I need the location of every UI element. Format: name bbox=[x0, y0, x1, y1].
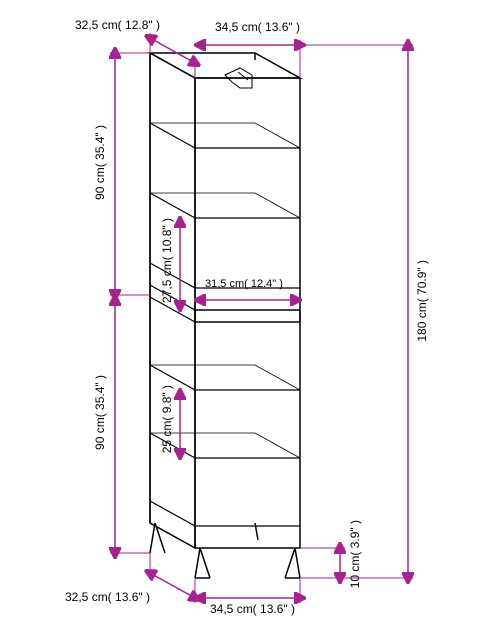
label-bottom-depth: 32,5 cm( 13.6" ) bbox=[65, 590, 150, 604]
label-leg-height: 10 cm( 3.9" ) bbox=[348, 520, 362, 588]
legs bbox=[150, 523, 300, 578]
label-inner-gap: 27,5 cm( 10.8" ) bbox=[160, 218, 174, 303]
label-total-height: 180 cm( 70.9" ) bbox=[415, 260, 429, 342]
label-bottom-width: 34,5 cm( 13.6" ) bbox=[210, 602, 295, 616]
label-left-lower: 90 cm( 35.4" ) bbox=[93, 375, 107, 450]
label-compartment: 25 cm( 9.8" ) bbox=[160, 385, 174, 453]
diagram-container: 32,5 cm( 12.8" ) 34,5 cm( 13.6" ) 90 cm(… bbox=[0, 0, 500, 641]
dimension-lines bbox=[110, 33, 413, 603]
label-top-width: 34,5 cm( 13.6" ) bbox=[215, 20, 300, 34]
label-top-depth: 32,5 cm( 12.8" ) bbox=[75, 18, 160, 32]
label-inner-width: 31,5 cm( 12.4" ) bbox=[205, 278, 283, 290]
shelves bbox=[150, 123, 300, 526]
label-left-upper: 90 cm( 35.4" ) bbox=[93, 125, 107, 200]
